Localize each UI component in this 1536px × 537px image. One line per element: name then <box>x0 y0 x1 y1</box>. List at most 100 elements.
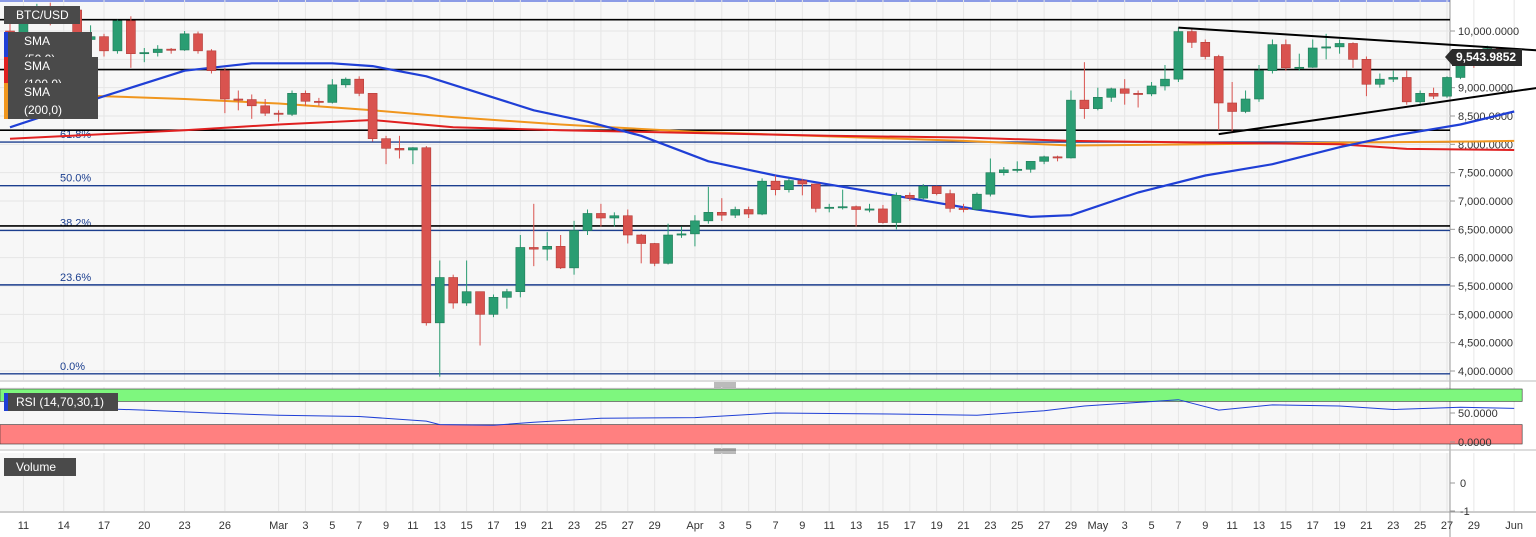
symbol-tag[interactable]: BTC/USD <box>4 6 80 24</box>
candle <box>1361 56 1372 97</box>
candle <box>1213 54 1224 131</box>
rsi-oversold-zone <box>0 424 1523 445</box>
candle <box>1321 33 1331 60</box>
candle-body <box>784 180 794 190</box>
candle-body <box>1348 43 1358 60</box>
candle <box>1294 53 1305 71</box>
candle <box>528 203 539 267</box>
y-tick-label: 7,500.0000 <box>1458 168 1513 180</box>
candle <box>475 291 485 346</box>
candle-body <box>488 297 499 315</box>
sma100-line <box>9 119 1515 151</box>
candle-body <box>1281 44 1291 69</box>
candle-body <box>569 230 579 269</box>
candle <box>1106 87 1117 102</box>
candle <box>193 31 203 54</box>
candle-body <box>1227 102 1237 112</box>
candle-body <box>139 52 150 55</box>
candle <box>703 186 714 224</box>
candle <box>810 183 821 213</box>
candle-body <box>327 84 338 103</box>
candle <box>126 16 136 68</box>
candle <box>461 260 472 306</box>
y-tick-label: 6,500.0000 <box>1458 224 1513 236</box>
candle-body <box>985 172 996 195</box>
y-tick-label: 5,000.0000 <box>1458 309 1513 321</box>
fib-level-label: 0.0% <box>60 361 85 373</box>
candle-body <box>1119 88 1130 94</box>
y-tick-label: 4,500.0000 <box>1458 338 1513 350</box>
x-tick-label: 9 <box>383 520 389 532</box>
candle <box>905 192 915 201</box>
rsi-y-tick-label: 50.0000 <box>1458 408 1498 420</box>
candle-body <box>555 246 566 269</box>
candle-body <box>1052 156 1063 159</box>
candle-body <box>931 185 942 194</box>
volume-tag[interactable]: Volume <box>4 458 76 476</box>
candle <box>287 90 297 116</box>
candle-body <box>421 147 432 324</box>
x-tick-label: Apr <box>686 520 703 532</box>
candle-body <box>502 291 512 298</box>
x-tick-label: 15 <box>1280 520 1292 532</box>
candle-body <box>273 112 284 115</box>
x-tick-label: 29 <box>1468 520 1480 532</box>
candle-body <box>1294 66 1305 69</box>
x-tick-label: 13 <box>1253 520 1265 532</box>
candle-body <box>864 208 875 211</box>
candle-body <box>1334 43 1345 48</box>
candle-body <box>434 277 445 324</box>
candle-body <box>757 180 767 215</box>
candle-body <box>179 33 190 51</box>
trendline <box>1218 87 1536 136</box>
candle <box>421 146 432 326</box>
candle <box>233 90 244 111</box>
candle-body <box>1066 99 1076 159</box>
x-tick-label: 11 <box>1226 520 1237 532</box>
candle <box>1428 87 1439 99</box>
candle <box>354 76 364 97</box>
rsi-tag[interactable]: RSI (14,70,30,1) <box>4 393 118 411</box>
candle <box>367 93 378 142</box>
candle <box>878 204 888 224</box>
candle-body <box>126 20 136 54</box>
candle <box>784 178 794 193</box>
candle-body <box>394 148 405 151</box>
x-tick-label: 17 <box>1307 520 1319 532</box>
candle-body <box>851 206 861 210</box>
candle-body <box>206 50 217 71</box>
x-tick-label: 11 <box>407 520 418 532</box>
candle-body <box>1012 168 1023 171</box>
candle-body <box>461 291 472 304</box>
candle-body <box>582 213 593 231</box>
candle <box>1442 76 1452 98</box>
candle <box>152 45 163 57</box>
candle-body <box>1039 156 1049 162</box>
candle <box>676 226 687 238</box>
candle <box>609 212 620 227</box>
x-tick-label: 7 <box>1175 520 1181 532</box>
candle-body <box>797 180 808 185</box>
candle <box>488 294 499 318</box>
candle-body <box>663 234 673 264</box>
x-tick-label: 11 <box>18 520 29 532</box>
candle <box>1052 155 1063 162</box>
candle <box>112 19 123 54</box>
candle-body <box>260 105 270 114</box>
x-tick-label: 7 <box>772 520 778 532</box>
candle <box>260 99 270 116</box>
candle-body <box>1133 93 1143 95</box>
x-tick-label: 29 <box>649 520 661 532</box>
x-tick-label: 20 <box>138 520 150 532</box>
x-tick-label: 19 <box>514 520 526 532</box>
x-tick-label: 23 <box>984 520 996 532</box>
sma200-tag[interactable]: SMA (200,0) <box>4 83 98 119</box>
volume-panel <box>0 453 1450 511</box>
x-tick-label: Jun <box>1505 520 1523 532</box>
candle-body <box>622 215 633 236</box>
candle-body <box>1146 85 1157 95</box>
rsi-overbought-zone <box>0 388 1523 402</box>
x-tick-label: 17 <box>98 520 110 532</box>
candle-body <box>1200 42 1211 57</box>
